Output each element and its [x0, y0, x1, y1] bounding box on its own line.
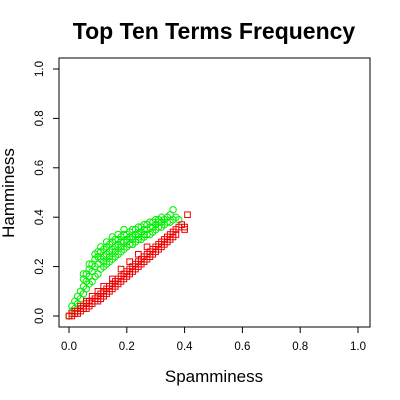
data-point: [97, 243, 105, 251]
data-point: [105, 253, 114, 261]
data-point: [85, 260, 93, 268]
data-point: [169, 206, 177, 214]
data-point: [99, 257, 108, 266]
data-point: [140, 230, 148, 239]
series-2: [65, 211, 191, 320]
data-point: [77, 302, 84, 310]
plot-frame: [58, 57, 371, 328]
y-axis-label: Hamminess: [0, 148, 18, 238]
data-point: [135, 250, 142, 258]
data-point: [79, 270, 88, 278]
x-axis-label: Spamminess: [165, 367, 263, 386]
x-axis: 0.0 0.2 0.4 0.6 0.8 1.0: [61, 326, 366, 353]
data-point: [172, 231, 180, 238]
x-tick-label: 0.2: [119, 341, 135, 353]
y-tick-label: 0.4: [34, 209, 46, 226]
x-tick-label: 1.0: [350, 341, 366, 353]
data-point: [91, 250, 99, 258]
data-point: [178, 221, 186, 228]
x-tick-label: 0.0: [61, 341, 77, 353]
data-point: [184, 211, 191, 219]
data-point: [143, 243, 151, 251]
x-tick-label: 0.8: [292, 341, 308, 353]
y-tick-label: 0.6: [34, 160, 46, 176]
data-point: [117, 243, 125, 251]
y-tick-label: 0.8: [34, 110, 46, 126]
data-point: [120, 225, 128, 234]
data-point: [83, 297, 90, 305]
data-point: [109, 275, 116, 283]
data-point: [102, 238, 111, 246]
x-tick-label: 0.4: [177, 341, 194, 353]
data-point: [114, 230, 122, 239]
data-point: [126, 258, 133, 265]
series-1: [65, 206, 183, 320]
data-point: [111, 248, 119, 256]
data-point: [100, 283, 107, 290]
y-tick-label: 0.0: [34, 308, 46, 324]
chart-title: Top Ten Terms Frequency: [73, 18, 356, 44]
y-tick-label: 1.0: [34, 61, 46, 77]
y-axis: 0.0 0.2 0.4 0.6 0.8 1.0: [34, 61, 60, 324]
data-point: [117, 265, 125, 273]
data-point: [88, 292, 96, 300]
x-tick-label: 0.6: [234, 341, 250, 353]
data-points: [65, 206, 191, 320]
y-tick-label: 0.2: [34, 259, 46, 275]
data-point: [94, 288, 102, 295]
